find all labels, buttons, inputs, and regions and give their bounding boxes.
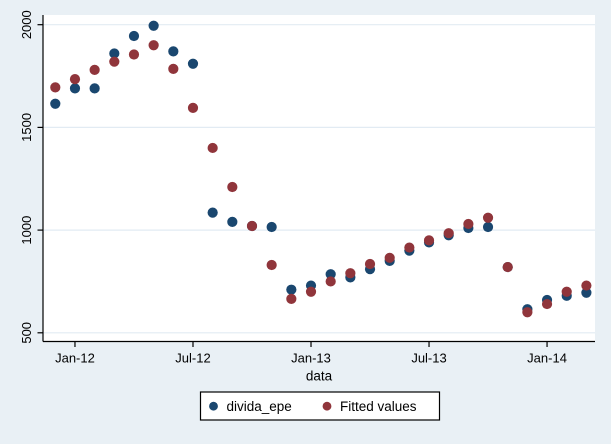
legend-item-fitted-values: Fitted values	[322, 399, 417, 414]
y-tick-label-500: 500	[19, 322, 34, 344]
point-fitted-values-Jul-13	[423, 235, 435, 246]
point-divida_epe-Nov-12	[266, 221, 277, 233]
point-fitted-values-Mar-14	[581, 280, 592, 291]
point-fitted-values-Aug-12	[207, 142, 218, 154]
point-fitted-values-Dec-12	[286, 293, 297, 305]
point-divida_epe-Mar-14	[581, 287, 592, 298]
point-fitted-values-Jul-12	[187, 102, 199, 113]
point-divida_epe-Mar-12	[109, 48, 120, 59]
x-axis-title: data	[306, 369, 333, 384]
point-divida_epe-Dec-11	[50, 98, 61, 109]
legend-box	[199, 391, 441, 421]
point-fitted-values-Jun-12	[168, 63, 179, 74]
point-divida_epe-Oct-13	[482, 221, 494, 233]
point-fitted-values-Feb-14	[561, 286, 572, 297]
point-fitted-values-Feb-12	[89, 64, 100, 75]
point-divida_epe-Jun-12	[168, 46, 179, 57]
point-fitted-values-Mar-12	[109, 56, 120, 67]
point-divida_epe-Apr-12	[128, 30, 140, 42]
legend: divida_epe Fitted values	[199, 391, 441, 421]
legend-label: Fitted values	[340, 399, 417, 414]
point-fitted-values-Nov-12	[266, 259, 277, 271]
point-fitted-values-Aug-13	[443, 228, 454, 239]
plot-area	[43, 15, 595, 342]
point-fitted-values-Feb-13	[325, 276, 336, 287]
x-tick-label-Jul-12: Jul-12	[175, 351, 210, 366]
point-divida_epe-Sep-12	[227, 216, 238, 227]
point-fitted-values-Jan-12	[69, 74, 81, 85]
y-tick-label-2000: 2000	[19, 10, 34, 39]
x-tick-label-Jan-12: Jan-12	[55, 351, 95, 366]
point-fitted-values-Apr-12	[128, 49, 140, 60]
point-divida_epe-May-12	[148, 20, 159, 31]
point-fitted-values-Apr-13	[364, 258, 376, 270]
point-divida_epe-Jan-12	[69, 83, 81, 94]
point-fitted-values-Dec-11	[50, 82, 61, 93]
x-tick-label-Jul-13: Jul-13	[411, 351, 446, 366]
divida-epe-marker-icon	[209, 401, 218, 411]
point-divida_epe-Feb-12	[89, 83, 100, 94]
point-fitted-values-Jan-13	[305, 286, 317, 297]
x-tick-label-Jan-14: Jan-14	[527, 351, 567, 366]
point-divida_epe-Jul-12	[187, 58, 199, 69]
point-fitted-values-Oct-13	[482, 212, 494, 223]
point-divida_epe-Feb-13	[325, 269, 336, 280]
point-fitted-values-Oct-12	[246, 220, 258, 232]
fitted-values-marker-icon	[322, 401, 332, 411]
point-fitted-values-Mar-13	[345, 268, 356, 279]
y-tick-label-1000: 1000	[19, 216, 34, 245]
point-divida_epe-Dec-12	[286, 284, 297, 295]
point-fitted-values-Dec-13	[522, 307, 533, 318]
point-fitted-values-Nov-13	[502, 261, 513, 273]
legend-item-divida-epe: divida_epe	[209, 399, 292, 414]
point-fitted-values-May-12	[148, 40, 159, 51]
point-fitted-values-May-13	[384, 252, 395, 263]
y-tick-label-1500: 1500	[19, 113, 34, 142]
point-fitted-values-Jan-14	[541, 298, 553, 310]
point-fitted-values-Sep-12	[227, 181, 238, 193]
point-fitted-values-Jun-13	[404, 242, 415, 253]
point-divida_epe-Aug-12	[207, 207, 218, 218]
point-fitted-values-Sep-13	[463, 218, 474, 230]
x-tick-label-Jan-13: Jan-13	[291, 351, 331, 366]
series-fitted-values	[50, 40, 592, 318]
legend-label: divida_epe	[227, 399, 292, 414]
